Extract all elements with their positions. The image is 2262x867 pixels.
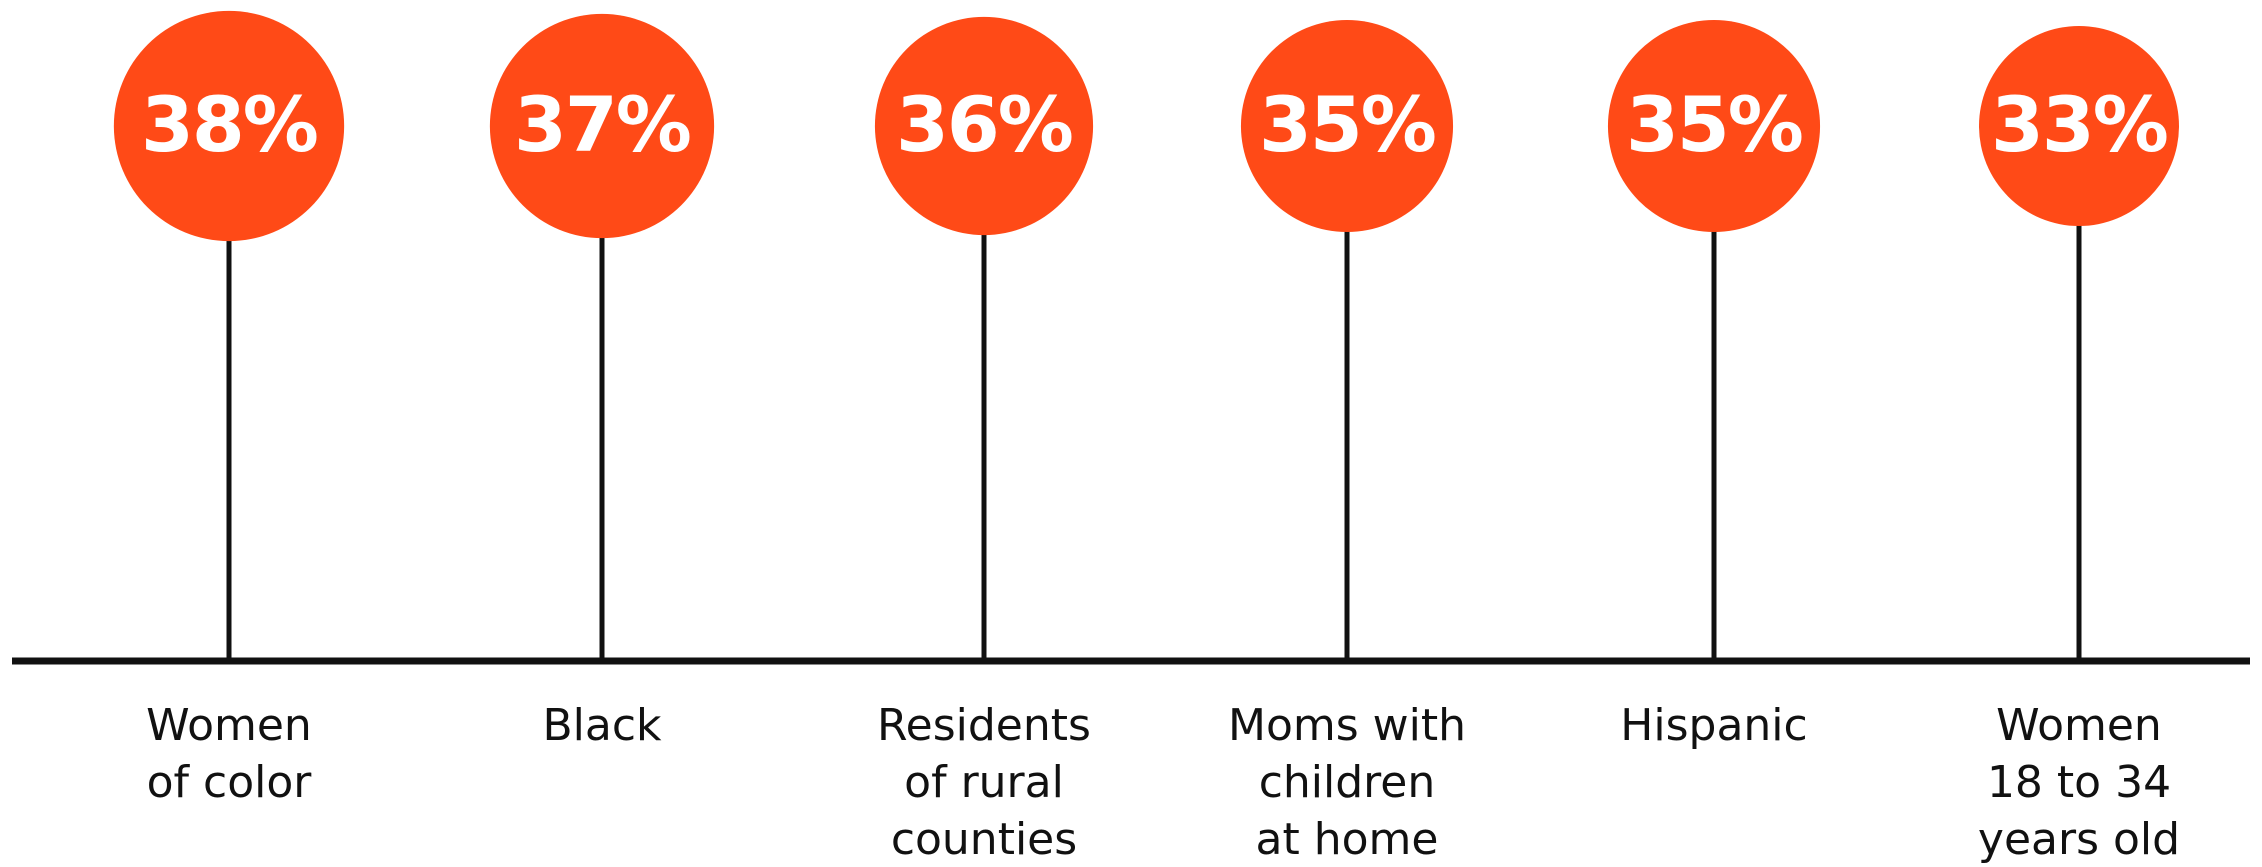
- bubble: [1240, 19, 1454, 233]
- category-label: Women: [1996, 700, 2162, 751]
- value-label: 35%: [1259, 80, 1435, 169]
- category-label: of color: [147, 757, 313, 808]
- bubble: [1607, 19, 1821, 233]
- value-label: 35%: [1626, 80, 1802, 169]
- value-label: 38%: [141, 80, 317, 169]
- bubble: [489, 13, 715, 239]
- category-label: of rural: [904, 757, 1064, 808]
- category-label: Hispanic: [1620, 700, 1807, 751]
- value-label: 37%: [514, 80, 690, 169]
- category-label: 18 to 34: [1987, 757, 2171, 808]
- category-label: Women: [146, 700, 312, 751]
- value-label: 33%: [1991, 80, 2167, 169]
- bubble: [1979, 26, 2179, 226]
- category-label: years old: [1978, 814, 2180, 865]
- category-label: Moms with: [1228, 700, 1466, 751]
- bubble: [874, 16, 1094, 236]
- category-label: counties: [891, 814, 1077, 865]
- category-label: at home: [1256, 814, 1439, 865]
- category-label: Residents: [877, 700, 1091, 751]
- value-label: 36%: [896, 80, 1072, 169]
- category-label: children: [1259, 757, 1436, 808]
- category-label: Black: [542, 700, 662, 751]
- bubble: [113, 10, 345, 242]
